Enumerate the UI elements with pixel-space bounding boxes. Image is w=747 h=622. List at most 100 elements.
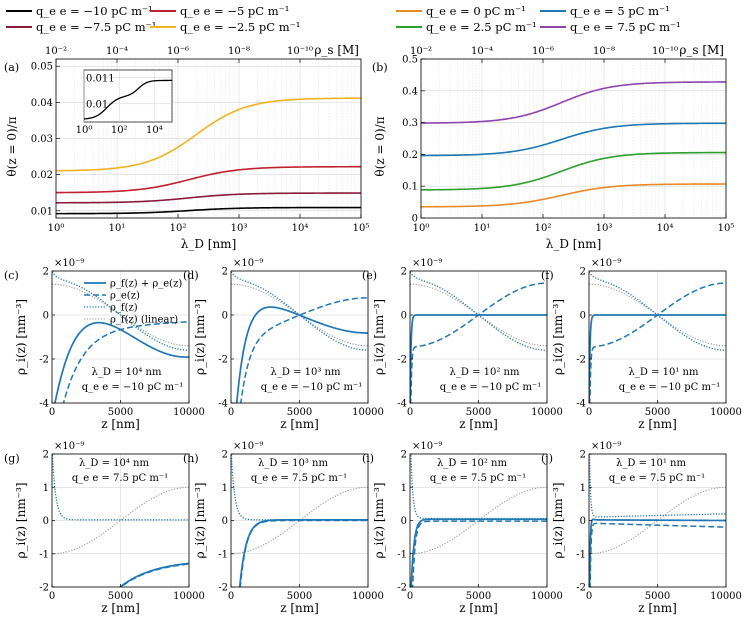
y-tick-label: 1 bbox=[222, 483, 228, 494]
y-axis-label: ρ_i(z) [nm⁻³] bbox=[193, 299, 207, 375]
rho-f-line bbox=[589, 454, 726, 518]
y-tick-label: -2 bbox=[397, 355, 407, 366]
x-tick-label: 10² bbox=[170, 223, 187, 234]
panel-d: 0 5000 10000 -4 -2 0 2 ×10⁻⁹ (d) z [nm] ρ_i(z) [nm… bbox=[183, 258, 384, 431]
annotation-charge: q_e e = 7.5 pC m⁻¹ bbox=[72, 473, 168, 484]
inset: 10⁰ 10² 10⁴ 0.01 0.011 bbox=[76, 69, 173, 136]
annotation-charge: q_e e = 7.5 pC m⁻¹ bbox=[609, 473, 705, 484]
top-tick-label: 10⁻⁶ bbox=[167, 46, 189, 57]
x-tick-label: 10⁴ bbox=[292, 223, 309, 234]
panel-label: (i) bbox=[362, 452, 374, 465]
y-axis-label: ρ_i(z) [nm⁻³] bbox=[14, 299, 28, 375]
rho-e-line bbox=[589, 522, 726, 587]
series-group bbox=[231, 454, 368, 587]
x-axis-label: z [nm] bbox=[101, 601, 140, 615]
y-tick-label: 2 bbox=[580, 267, 586, 278]
legend-label: q_e e = −5 pC m⁻¹ bbox=[180, 4, 289, 18]
x-axis-label: λ_D [nm] bbox=[546, 237, 602, 251]
series-line bbox=[55, 97, 362, 172]
y-tick-label: 0 bbox=[401, 311, 407, 322]
y-axis-label: θ(z = 0)/π bbox=[5, 116, 19, 176]
x-axis-label: z [nm] bbox=[638, 417, 677, 431]
y-tick-label: -1 bbox=[39, 549, 49, 560]
panel-g: 0 5000 10000 -2 -1 0 1 2 ×10⁻⁹ (g) z [nm] ρ_i(z) [n… bbox=[4, 441, 205, 615]
panel-i: 0 5000 10000 -2 -1 0 1 2 ×10⁻⁹ (i) z [nm] ρ_i(z) [n… bbox=[362, 441, 563, 615]
y-tick-label: 0.04 bbox=[31, 98, 53, 109]
x-tick-label: 10000 bbox=[710, 407, 742, 418]
panel-label: (j) bbox=[541, 452, 553, 465]
x-tick-label: 10000 bbox=[710, 591, 742, 602]
rho-e-line bbox=[411, 520, 547, 587]
rho-f-line bbox=[52, 454, 189, 521]
x-tick-label: 10¹ bbox=[109, 223, 126, 234]
exponent-label: ×10⁻⁹ bbox=[412, 441, 442, 452]
panel-label: (d) bbox=[183, 269, 199, 282]
y-tick-label: -2 bbox=[218, 583, 228, 594]
annotation-lambda: λ_D = 10³ nm bbox=[271, 367, 341, 378]
top-axis-label: ρ_s [M] bbox=[314, 43, 359, 57]
panel-label: (b) bbox=[372, 61, 388, 74]
y-tick-label: 0 bbox=[222, 516, 228, 527]
y-tick-label: 1 bbox=[580, 483, 586, 494]
legend-label: q_e e = 0 pC m⁻¹ bbox=[426, 4, 526, 18]
y-tick-label: 0.05 bbox=[31, 62, 53, 73]
y-tick-label: 0.02 bbox=[31, 170, 53, 181]
y-tick-label: -4 bbox=[39, 399, 49, 410]
inset-line bbox=[83, 79, 172, 120]
y-tick-label: 0.4 bbox=[402, 86, 418, 97]
y-tick-label: 1 bbox=[401, 483, 407, 494]
legend-label: ρ_f(z) + ρ_e(z) bbox=[110, 279, 182, 290]
y-tick-label: -1 bbox=[397, 549, 407, 560]
x-axis-label: z [nm] bbox=[459, 601, 498, 615]
x-tick-label: 10⁰ bbox=[413, 223, 430, 234]
x-tick-label: 0 bbox=[49, 591, 55, 602]
top-tick-label: 10⁻¹⁰ bbox=[287, 46, 313, 57]
legend-label: ρ_f(z) bbox=[110, 303, 138, 314]
y-tick-label: 0.03 bbox=[31, 134, 53, 145]
panel-c: 0 5000 10000 -4 -2 0 2 ×10⁻⁹ (c) z [nm] ρ_i(z) [nm… bbox=[4, 258, 205, 431]
series-group bbox=[410, 454, 547, 587]
legend-label: q_e e = 2.5 pC m⁻¹ bbox=[426, 20, 537, 34]
annotation-lambda: λ_D = 10⁴ nm bbox=[92, 367, 162, 378]
exponent-label: ×10⁻⁹ bbox=[591, 258, 621, 269]
series-line bbox=[420, 151, 726, 191]
panel-b: 10⁰ 10¹ 10² 10³ 10⁴ 10⁵ 0 0.1 0.2 0.3 0.4 0.510⁻² 10… bbox=[372, 43, 734, 251]
x-tick-label: 10000 bbox=[531, 591, 563, 602]
y-tick-label: 0.2 bbox=[402, 150, 418, 161]
y-tick-label: -1 bbox=[218, 549, 228, 560]
top-tick-label: 10⁻⁸ bbox=[593, 46, 615, 57]
series-line bbox=[420, 81, 726, 124]
legend-rho: ρ_f(z) + ρ_e(z)ρ_e(z)ρ_f(z)ρ_f(z) (linea… bbox=[84, 279, 182, 326]
rho-f-line bbox=[231, 454, 368, 521]
y-tick-label: -4 bbox=[576, 399, 586, 410]
exponent-label: ×10⁻⁹ bbox=[591, 441, 621, 452]
x-tick-label: 5000 bbox=[108, 407, 133, 418]
y-tick-label: -2 bbox=[576, 355, 586, 366]
x-axis-label: λ_D [nm] bbox=[181, 237, 237, 251]
legend-top: q_e e = −10 pC m⁻¹ q_e e = −5 pC m⁻¹ q_e e… bbox=[6, 4, 681, 34]
y-tick-label: 2 bbox=[401, 450, 407, 461]
x-tick-label: 0 bbox=[586, 407, 592, 418]
y-tick-label: -4 bbox=[397, 399, 407, 410]
rho-sum-line bbox=[235, 306, 368, 403]
plot-frame bbox=[420, 58, 727, 219]
series-line bbox=[56, 192, 361, 204]
y-tick-label: 1 bbox=[43, 483, 49, 494]
annotation-charge: q_e e = −10 pC m⁻¹ bbox=[82, 382, 183, 393]
rho-sum-line bbox=[589, 314, 726, 403]
annotation-charge: q_e e = −10 pC m⁻¹ bbox=[440, 382, 541, 393]
y-tick-label: -2 bbox=[576, 583, 586, 594]
rho-f-line bbox=[52, 271, 189, 351]
series-line bbox=[420, 183, 726, 208]
x-tick-label: 5000 bbox=[466, 407, 491, 418]
series-group bbox=[589, 271, 726, 403]
inset-x-tick-label: 10⁴ bbox=[146, 125, 163, 136]
inset-y-tick-label: 0.011 bbox=[86, 73, 115, 84]
y-tick-label: -4 bbox=[218, 399, 228, 410]
annotation-charge: q_e e = 7.5 pC m⁻¹ bbox=[430, 473, 526, 484]
series-group bbox=[589, 454, 726, 587]
annotation-lambda: λ_D = 10¹ nm bbox=[629, 367, 699, 378]
x-tick-label: 10³ bbox=[231, 223, 248, 234]
y-tick-label: 0 bbox=[580, 311, 586, 322]
